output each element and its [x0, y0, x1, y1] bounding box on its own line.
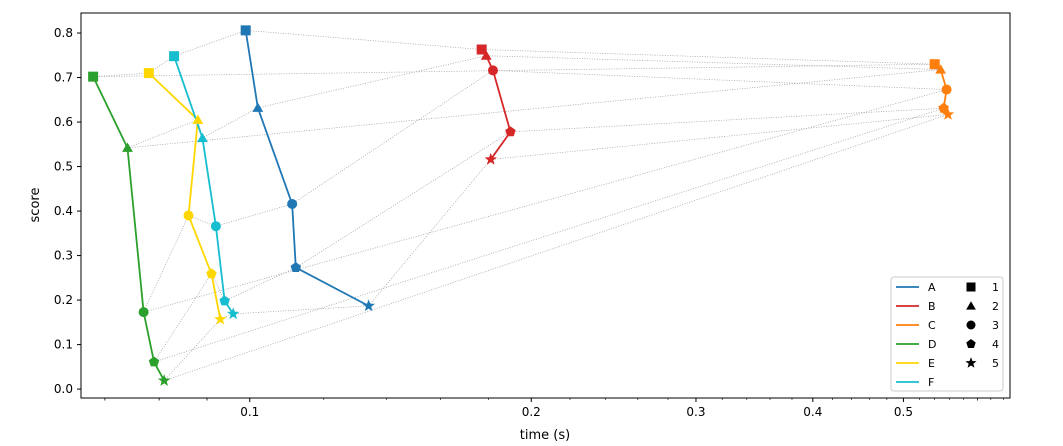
legend-marker-5	[965, 357, 977, 368]
y-tick-label: 0.1	[54, 338, 73, 352]
legend-marker-label-3: 3	[992, 319, 999, 332]
y-tick-label: 0.2	[54, 293, 73, 307]
point-E-3	[183, 210, 194, 221]
legend-marker-label-1: 1	[992, 281, 999, 294]
point-A-1	[240, 25, 251, 36]
x-tick-label: 0.2	[522, 405, 541, 419]
legend-label-D: D	[928, 338, 936, 351]
point-A-4	[290, 262, 302, 273]
legend-label-B: B	[928, 300, 936, 313]
point-E-2	[192, 114, 204, 124]
legend-marker-2	[966, 301, 976, 310]
point-D-2	[122, 142, 133, 152]
point-C-5	[941, 107, 955, 120]
point-F-5	[227, 307, 240, 320]
x-tick-label: 0.4	[803, 405, 822, 419]
point-A-3	[287, 198, 298, 209]
legend-marker-3	[966, 320, 976, 330]
point-E-1	[143, 68, 154, 79]
x-axis: 0.1 0.2 0.3 0.4 0.5	[104, 398, 1005, 419]
legend-marker-1	[966, 282, 976, 292]
point-C-1	[929, 59, 940, 70]
legend-marker-4	[966, 339, 976, 348]
point-B-1	[476, 44, 487, 55]
legend-label-C: C	[928, 319, 936, 332]
series-markers	[88, 25, 955, 386]
point-E-5	[214, 312, 227, 325]
y-axis-label: score	[28, 188, 43, 223]
legend-label-A: A	[928, 281, 936, 294]
legend-label-E: E	[928, 357, 935, 370]
plot-area	[81, 13, 1010, 398]
x-axis-label: time (s)	[520, 428, 570, 443]
y-tick-label: 0.4	[54, 204, 73, 218]
point-B-4	[505, 126, 516, 137]
y-axis: 0.0 0.1 0.2 0.3 0.4 0.5 0.6 0.7 0.8	[54, 26, 81, 396]
point-C-2	[935, 64, 947, 74]
legend-label-F: F	[928, 376, 934, 389]
y-tick-label: 0.8	[54, 26, 73, 40]
point-C-4	[938, 102, 949, 113]
y-tick-label: 0.7	[54, 71, 73, 85]
point-D-4	[148, 356, 160, 367]
legend-marker-label-5: 5	[992, 357, 999, 370]
point-F-4	[219, 295, 230, 306]
point-C-3	[941, 84, 952, 95]
point-D-1	[88, 71, 99, 82]
point-A-2	[252, 102, 264, 112]
x-tick-label: 0.1	[240, 405, 259, 419]
point-B-3	[487, 65, 498, 76]
point-D-5	[158, 374, 171, 386]
legend-marker-label-4: 4	[992, 338, 999, 351]
x-tick-label: 0.3	[686, 405, 705, 419]
legend-marker-label-2: 2	[992, 300, 999, 313]
y-tick-label: 0.0	[54, 382, 73, 396]
point-A-5	[362, 299, 375, 312]
point-B-5	[484, 152, 497, 165]
point-D-3	[138, 307, 149, 318]
x-tick-label: 0.5	[894, 405, 913, 419]
point-F-3	[210, 221, 221, 232]
point-F-2	[197, 132, 208, 143]
y-tick-label: 0.5	[54, 160, 73, 174]
plot-frame	[80, 12, 1011, 399]
point-B-2	[480, 50, 492, 60]
legend-frame	[890, 276, 1004, 392]
y-tick-label: 0.3	[54, 249, 73, 263]
point-F-1	[169, 51, 180, 62]
y-tick-label: 0.6	[54, 115, 73, 129]
point-E-4	[206, 268, 217, 279]
